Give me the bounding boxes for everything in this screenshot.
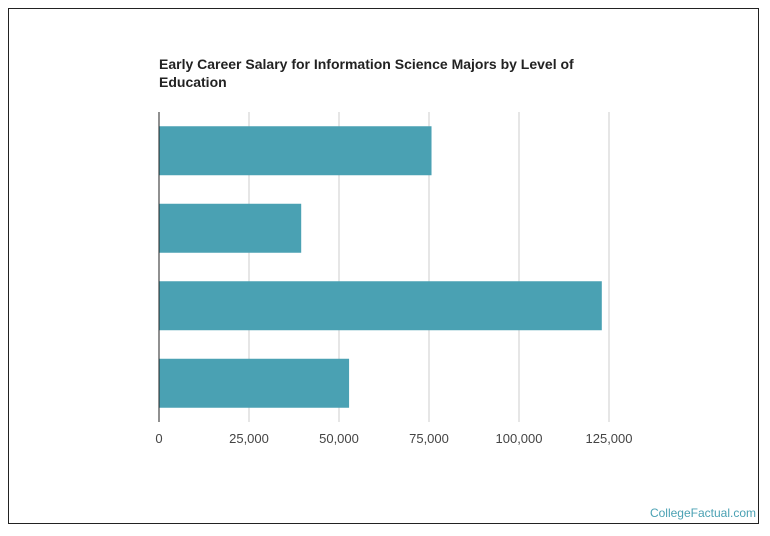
bar bbox=[159, 358, 350, 408]
x-tick-label: 0 bbox=[155, 431, 162, 446]
x-axis-ticks: 0 25,000 50,000 75,000 100,000 125,000 bbox=[155, 431, 632, 446]
x-tick-label: 125,000 bbox=[586, 431, 633, 446]
chart-frame bbox=[8, 8, 759, 524]
source-credit[interactable]: CollegeFactual.com bbox=[649, 506, 756, 520]
chart-title: Early Career Salary for Information Scie… bbox=[159, 56, 574, 90]
x-tick-label: 50,000 bbox=[319, 431, 359, 446]
bar bbox=[159, 281, 602, 331]
x-tick-label: 100,000 bbox=[496, 431, 543, 446]
bar bbox=[159, 126, 432, 176]
x-tick-label: 75,000 bbox=[409, 431, 449, 446]
bars bbox=[159, 126, 602, 408]
bar bbox=[159, 203, 302, 253]
x-tick-label: 25,000 bbox=[229, 431, 269, 446]
